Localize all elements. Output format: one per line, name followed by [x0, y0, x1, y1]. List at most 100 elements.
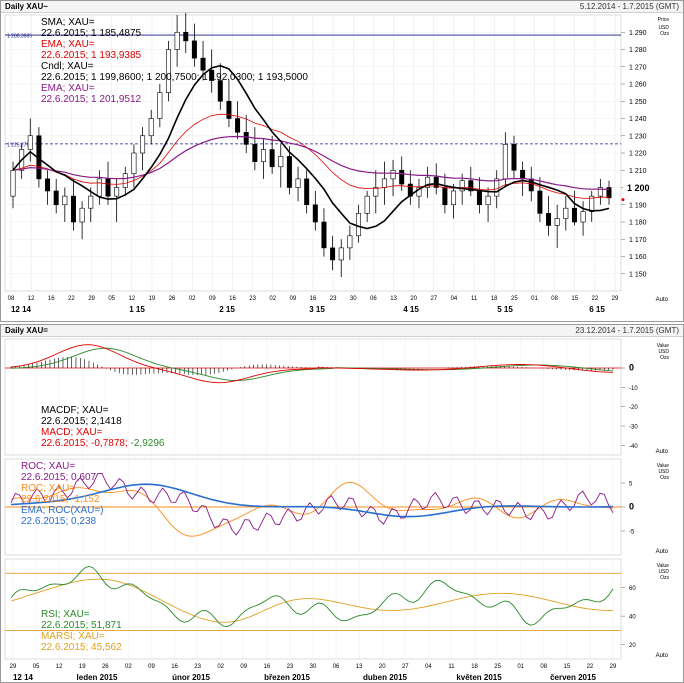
price-x-tick-day: 22 — [592, 296, 599, 302]
candle-body — [53, 190, 59, 206]
price-y-tick: 1 190 — [629, 202, 647, 209]
candle-body — [209, 69, 215, 81]
candle-body — [235, 118, 241, 133]
indicator-x-tick-day: 12 — [56, 664, 63, 670]
legend-entry: MARSI; XAU= — [41, 631, 105, 642]
legend-entry: RSI; XAU= — [41, 609, 90, 620]
candle-body — [537, 190, 543, 214]
indicator-y-tick: -40 — [629, 444, 638, 450]
indicator-y-tick: 5 — [629, 482, 633, 488]
price-chart-svg[interactable]: 08 12 16 22 29 05 12 19 26 02 09 16 23 02 09 16 23 30 06 13… — [1, 13, 683, 321]
indicator-auto-label: Auto — [656, 549, 669, 555]
indicator-y-tick: -10 — [629, 386, 638, 392]
legend-entry: 22.6.2015; -0,7878; -2,9296 — [41, 438, 164, 449]
candle-body — [416, 187, 422, 197]
candle-body — [381, 178, 387, 188]
candle-body — [606, 187, 612, 199]
price-x-tick-day: 16 — [310, 296, 317, 302]
price-x-tick-day: 16 — [48, 296, 55, 302]
candle-body — [79, 207, 85, 223]
indicator-chart-svg[interactable]: 0-10-20-30-40ValueUSDOzsAuto50-5ValueUSD… — [1, 337, 683, 683]
indicator-x-tick-day: 09 — [148, 664, 155, 670]
legend-entry: 22.6.2015; 1 201,9512 — [41, 94, 142, 105]
candle-body — [312, 204, 318, 223]
indicator-y-tick: -5 — [629, 530, 635, 536]
candle-body — [476, 190, 482, 206]
legend-entry: 22.6.2015; 1 193,9385 — [41, 50, 142, 61]
price-chart-window: Daily XAU~ 5.12.2014 - 1.7.2015 (GMT) 08… — [0, 0, 684, 322]
price-x-tick-day: 16 — [229, 296, 236, 302]
indicator-auto-label: Auto — [656, 653, 669, 659]
candle-body — [356, 213, 362, 237]
indicator-y-tick: 60 — [629, 586, 636, 592]
indicator-x-tick-day: 13 — [356, 664, 363, 670]
candle-body — [226, 100, 232, 119]
candle-body — [511, 144, 517, 171]
candle-body — [252, 144, 258, 162]
price-x-tick-month: 5 15 — [497, 305, 513, 314]
indicator-chart-range: 23.12.2014 - 1.7.2015 (GMT) — [575, 326, 679, 335]
legend-entry: EMA; ROC(XAU=) — [21, 505, 104, 516]
candle-body — [425, 176, 431, 188]
candle-body — [105, 178, 111, 197]
indicator-x-tick-day: 05 — [33, 664, 40, 670]
price-x-tick-month: 4 15 — [403, 305, 419, 314]
indicator-chart-title: Daily XAU= — [5, 326, 48, 335]
candle-body — [122, 173, 128, 188]
price-y-tick: 1 230 — [629, 133, 647, 140]
marsi-line — [10, 578, 613, 623]
indicator-y-tick: 0 — [629, 363, 634, 373]
candle-body — [140, 135, 146, 154]
candle-body — [373, 187, 379, 197]
price-y-tick: 1 290 — [629, 30, 647, 37]
indicator-x-tick-day: 16 — [171, 664, 178, 670]
legend-entry: ROC; XAU= — [21, 461, 76, 472]
legend-entry: 22.6.2015; 1 199,8600; 1 200,7500; 1 192… — [41, 72, 308, 83]
price-x-tick-day: 29 — [88, 296, 95, 302]
indicator-x-tick-month: leden 2015 — [77, 673, 118, 682]
indicator-x-tick-day: 02 — [125, 664, 132, 670]
roc-ema-line — [10, 483, 614, 518]
price-chart-range: 5.12.2014 - 1.7.2015 (GMT) — [579, 2, 679, 11]
candle-body — [260, 149, 266, 162]
price-x-tick-day: 18 — [491, 296, 498, 302]
price-y-tick: 1 270 — [629, 64, 647, 71]
legend-entry: ROC; XAU= — [21, 483, 76, 494]
candle-body — [485, 195, 491, 206]
candle-body — [269, 149, 275, 168]
indicator-unit-label: Ozs — [660, 475, 669, 481]
legend-entry: 22.6.2015; 2,1418 — [41, 416, 122, 427]
price-y-tick: 1 240 — [629, 116, 647, 123]
indicator-x-tick-day: 02 — [217, 664, 224, 670]
indicator-x-tick-day: 29 — [610, 664, 617, 670]
price-y-tick: 1 160 — [629, 254, 647, 261]
rsi-legend: RSI; XAU= 22.6.2015; 51,871 MARSI; XAU= 22.… — [41, 609, 122, 653]
indicator-x-tick-day: 23 — [287, 664, 294, 670]
candle-body — [528, 178, 534, 192]
price-x-tick-day: 23 — [330, 296, 337, 302]
price-x-tick-month: 3 15 — [309, 305, 325, 314]
price-x-tick-day: 29 — [612, 296, 619, 302]
legend-entry: Cndl; XAU= — [41, 61, 94, 72]
price-unit-label: USD — [658, 25, 669, 31]
indicator-y-tick: 0 — [629, 502, 634, 512]
legend-entry: 22.6.2015; 1 185,4875 — [41, 28, 142, 39]
price-y-tick: 1 170 — [629, 237, 647, 244]
price-x-tick-day: 09 — [290, 296, 297, 302]
legend-entry: 22.6.2015; -1,152 — [21, 494, 100, 505]
indicator-x-tick-day: 04 — [425, 664, 432, 670]
candle-body — [217, 80, 223, 102]
indicator-unit-label: Value — [657, 463, 670, 469]
indicator-unit-label: Value — [657, 563, 670, 569]
candle-body — [304, 178, 310, 206]
indicator-x-tick-day: 08 — [540, 664, 547, 670]
price-y-tick: 1 210 — [629, 168, 647, 175]
roc-purple-line — [10, 472, 614, 536]
macd-legend: MACDF; XAU= 22.6.2015; 2,1418 MACD; XAU= 22… — [41, 405, 164, 449]
price-x-tick-month: 2 15 — [219, 305, 235, 314]
price-y-tick: 1 180 — [629, 220, 647, 227]
price-chart-titlebar: Daily XAU~ 5.12.2014 - 1.7.2015 (GMT) — [1, 1, 683, 13]
price-x-tick-day: 12 — [28, 296, 35, 302]
current-price-label: 1 200 — [627, 183, 650, 193]
price-x-tick-day: 19 — [149, 296, 156, 302]
